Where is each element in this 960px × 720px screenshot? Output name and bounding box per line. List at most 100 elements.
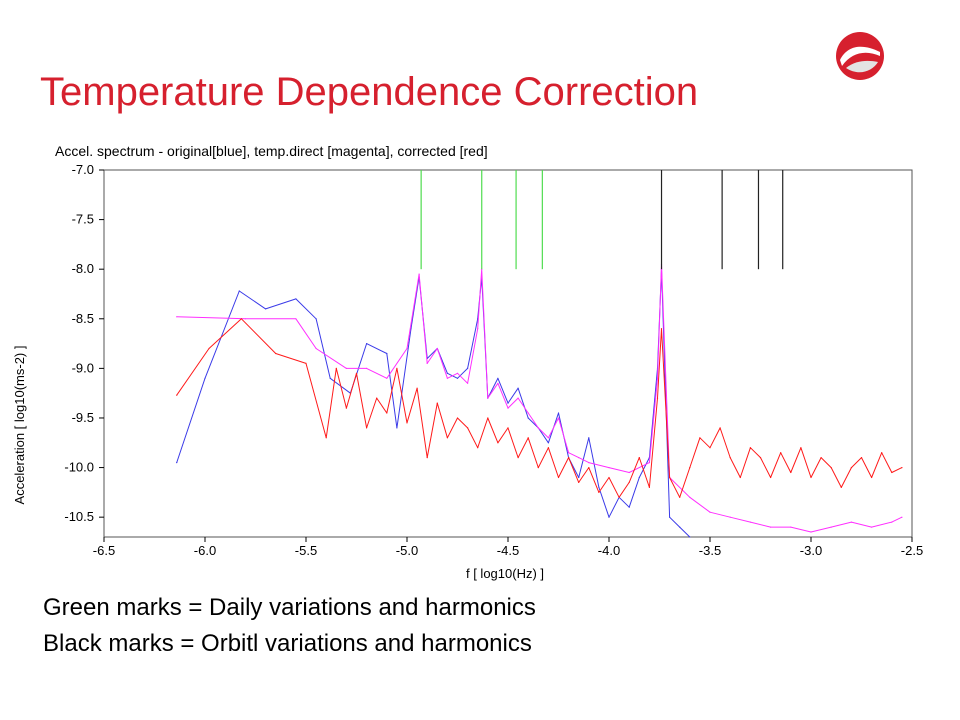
- data-point: [871, 526, 873, 528]
- x-tick-label: -5.0: [396, 543, 418, 558]
- data-point: [446, 377, 448, 379]
- data-point: [418, 273, 420, 275]
- data-point: [891, 521, 893, 523]
- data-point: [881, 452, 883, 454]
- data-point: [537, 467, 539, 469]
- data-point: [749, 447, 752, 449]
- data-point: [335, 367, 337, 369]
- data-point: [426, 457, 428, 459]
- data-point: [406, 347, 408, 350]
- data-point: [729, 516, 731, 518]
- data-point: [527, 417, 529, 419]
- x-tick-label: -4.0: [598, 543, 620, 558]
- data-point: [406, 422, 408, 424]
- data-point: [660, 328, 663, 330]
- data-point: [770, 476, 772, 479]
- data-point: [517, 397, 519, 399]
- data-point: [709, 511, 711, 513]
- data-point: [436, 402, 438, 404]
- data-point: [355, 372, 358, 374]
- data-point: [208, 347, 210, 350]
- series-original: [176, 268, 691, 538]
- data-point: [527, 412, 529, 414]
- data-point: [901, 467, 903, 469]
- data-point: [295, 298, 297, 300]
- data-point: [176, 462, 178, 464]
- data-point: [456, 377, 459, 379]
- data-point: [648, 462, 651, 464]
- x-tick-label: -3.5: [699, 543, 721, 558]
- data-point: [628, 471, 630, 474]
- data-point: [315, 347, 317, 350]
- data-point: [638, 476, 640, 479]
- chart-title: Accel. spectrum - original[blue], temp.d…: [55, 143, 488, 159]
- data-point: [588, 462, 590, 464]
- data-point: [396, 367, 398, 369]
- data-point: [608, 476, 610, 479]
- data-point: [396, 427, 398, 429]
- data-point: [305, 362, 307, 364]
- data-point: [386, 377, 388, 379]
- plot-frame: [103, 169, 913, 538]
- data-point: [204, 377, 206, 379]
- x-tick-label: -4.5: [497, 543, 519, 558]
- data-point: [780, 452, 782, 454]
- data-point: [638, 457, 640, 459]
- caption-daily-marks: Green marks = Daily variations and harmo…: [43, 594, 536, 621]
- y-tick-label: -9.5: [72, 410, 94, 425]
- data-point: [547, 442, 550, 444]
- y-tick-label: -9.0: [72, 360, 94, 375]
- data-point: [176, 316, 178, 318]
- x-tick-label: -5.5: [295, 543, 317, 558]
- data-point: [315, 318, 317, 320]
- data-point: [598, 491, 600, 493]
- data-point: [628, 481, 630, 483]
- data-point: [295, 318, 297, 320]
- data-point: [517, 387, 519, 389]
- data-point: [790, 526, 792, 528]
- data-point: [497, 382, 499, 384]
- data-point: [790, 471, 792, 474]
- data-point: [507, 407, 509, 409]
- data-point: [416, 387, 418, 389]
- data-point: [608, 516, 610, 518]
- data-point: [770, 526, 772, 528]
- data-point: [507, 427, 509, 429]
- data-point: [436, 347, 438, 350]
- data-point: [588, 437, 590, 439]
- y-tick-label: -8.0: [72, 261, 94, 276]
- data-point: [446, 372, 448, 374]
- data-point: [487, 417, 489, 419]
- data-point: [578, 457, 580, 459]
- data-point: [578, 481, 580, 483]
- data-point: [345, 367, 347, 369]
- data-point: [386, 412, 388, 414]
- data-point: [265, 308, 267, 310]
- data-point: [719, 427, 721, 429]
- data-point: [749, 521, 752, 523]
- data-point: [618, 496, 620, 498]
- data-point: [901, 516, 903, 518]
- data-point: [598, 486, 600, 488]
- data-point: [240, 318, 242, 320]
- x-tick-label: -6.5: [93, 543, 115, 558]
- data-point: [477, 447, 479, 449]
- x-tick-label: -2.5: [901, 543, 923, 558]
- logo-icon: [836, 32, 884, 80]
- data-point: [329, 377, 331, 379]
- y-axis-label: Acceleration [ log10(ms-2) ]: [12, 346, 27, 505]
- data-point: [871, 476, 873, 479]
- data-point: [709, 447, 711, 449]
- data-point: [656, 397, 659, 399]
- y-tick-label: -8.5: [72, 311, 94, 326]
- x-axis-label: f [ log10(Hz) ]: [466, 566, 544, 581]
- data-point: [759, 457, 762, 459]
- data-point: [679, 526, 681, 528]
- data-point: [578, 476, 580, 479]
- x-tick-label: -6.0: [194, 543, 216, 558]
- data-point: [891, 471, 893, 474]
- data-point: [669, 516, 671, 518]
- data-point: [517, 457, 519, 459]
- data-point: [656, 377, 659, 379]
- data-point: [176, 394, 178, 396]
